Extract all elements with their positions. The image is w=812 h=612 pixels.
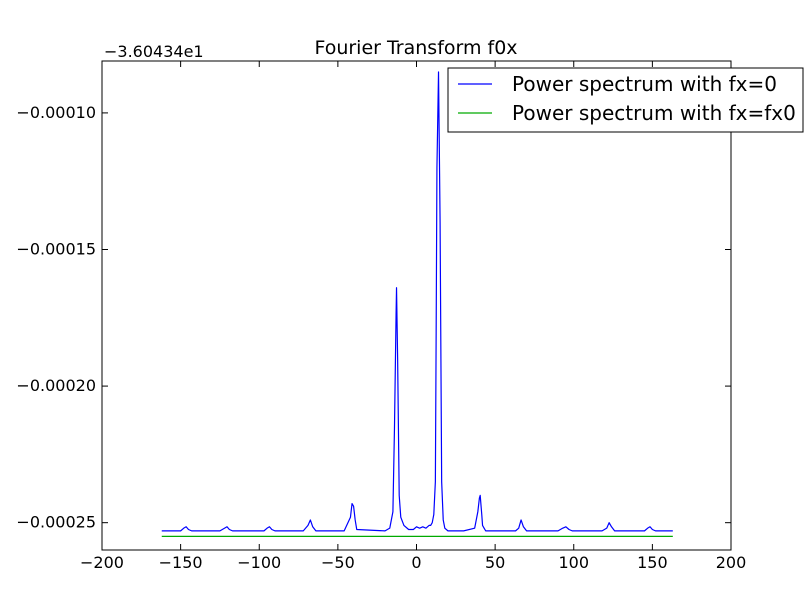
y-offset-label: −3.60434e1 bbox=[104, 42, 204, 61]
ticks-layer: −200 −150 −100 −50 0 50 100 150 200 −0.00010 −0.00… bbox=[16, 61, 746, 572]
x-tick-label: −200 bbox=[80, 553, 124, 572]
y-tick-label: −0.00025 bbox=[16, 513, 96, 532]
legend: Power spectrum with fx=0 Power spectrum … bbox=[447, 67, 804, 133]
y-tick-label: −0.00010 bbox=[16, 103, 96, 122]
series-line-1 bbox=[161, 71, 673, 532]
x-tick-label: 100 bbox=[558, 553, 589, 572]
legend-label-series-2: Power spectrum with fx=fx0 bbox=[512, 101, 796, 125]
x-tick-label: −150 bbox=[159, 553, 203, 572]
x-tick-label: 200 bbox=[716, 553, 747, 572]
x-tick-label: 150 bbox=[637, 553, 668, 572]
legend-label-series-1: Power spectrum with fx=0 bbox=[512, 72, 777, 96]
legend-box bbox=[447, 67, 804, 133]
x-tick-label: −100 bbox=[237, 553, 281, 572]
x-tick-label: 0 bbox=[411, 553, 421, 572]
x-tick-label: 50 bbox=[485, 553, 505, 572]
chart-title: Fourier Transform f0x bbox=[314, 37, 517, 59]
y-tick-label: −0.00020 bbox=[16, 376, 96, 395]
y-tick-label: −0.00015 bbox=[16, 239, 96, 258]
series-layer bbox=[161, 71, 673, 537]
x-tick-label: −50 bbox=[321, 553, 355, 572]
